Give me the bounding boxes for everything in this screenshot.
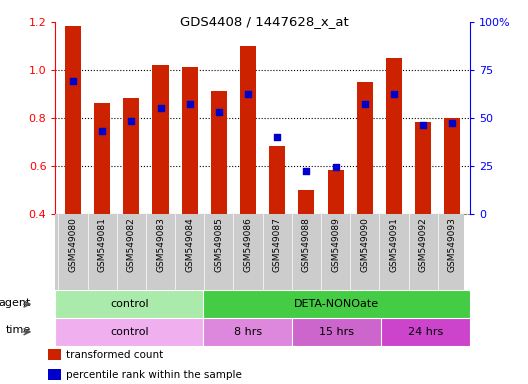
Point — [244, 91, 252, 98]
Text: 24 hrs: 24 hrs — [408, 327, 443, 337]
Bar — [182, 67, 197, 214]
Text: control: control — [110, 299, 149, 309]
Text: GSM549084: GSM549084 — [185, 217, 194, 272]
Text: GSM549080: GSM549080 — [69, 217, 78, 272]
Bar — [211, 91, 227, 214]
Text: GSM549083: GSM549083 — [156, 217, 165, 272]
Point — [419, 122, 428, 128]
Point — [215, 109, 223, 115]
Text: DETA-NONOate: DETA-NONOate — [294, 299, 379, 309]
Bar — [269, 146, 285, 214]
Bar — [328, 170, 344, 214]
Bar — [445, 118, 460, 214]
Bar — [124, 98, 139, 214]
Text: GSM549081: GSM549081 — [98, 217, 107, 272]
Bar — [386, 58, 402, 214]
Text: time: time — [5, 325, 31, 335]
Point — [332, 164, 340, 170]
Text: GSM549082: GSM549082 — [127, 217, 136, 272]
Text: 8 hrs: 8 hrs — [234, 327, 262, 337]
Point — [69, 78, 77, 84]
Text: GSM549087: GSM549087 — [273, 217, 282, 272]
Bar — [65, 26, 81, 214]
Text: percentile rank within the sample: percentile rank within the sample — [66, 370, 242, 380]
Point — [448, 120, 457, 126]
Bar — [48, 349, 61, 360]
Point — [185, 101, 194, 107]
Text: GSM549091: GSM549091 — [390, 217, 399, 272]
Point — [361, 101, 369, 107]
Bar — [357, 81, 373, 214]
Point — [273, 134, 281, 140]
Text: transformed count: transformed count — [66, 350, 163, 360]
Text: GSM549089: GSM549089 — [331, 217, 340, 272]
Text: GSM549092: GSM549092 — [419, 217, 428, 272]
Point — [390, 91, 398, 98]
Text: 15 hrs: 15 hrs — [319, 327, 354, 337]
Bar — [94, 103, 110, 214]
Point — [127, 118, 136, 124]
Text: GSM549093: GSM549093 — [448, 217, 457, 272]
Point — [98, 128, 106, 134]
Text: GSM549090: GSM549090 — [360, 217, 370, 272]
Text: GSM549086: GSM549086 — [243, 217, 252, 272]
Bar — [48, 369, 61, 380]
Bar — [298, 189, 315, 214]
Point — [302, 168, 310, 174]
Point — [156, 105, 165, 111]
Bar — [240, 45, 256, 214]
Text: GDS4408 / 1447628_x_at: GDS4408 / 1447628_x_at — [180, 15, 348, 28]
Text: agent: agent — [0, 298, 31, 308]
Bar — [153, 65, 168, 214]
Bar — [415, 122, 431, 214]
Text: GSM549085: GSM549085 — [214, 217, 223, 272]
Text: control: control — [110, 327, 149, 337]
Text: GSM549088: GSM549088 — [302, 217, 311, 272]
